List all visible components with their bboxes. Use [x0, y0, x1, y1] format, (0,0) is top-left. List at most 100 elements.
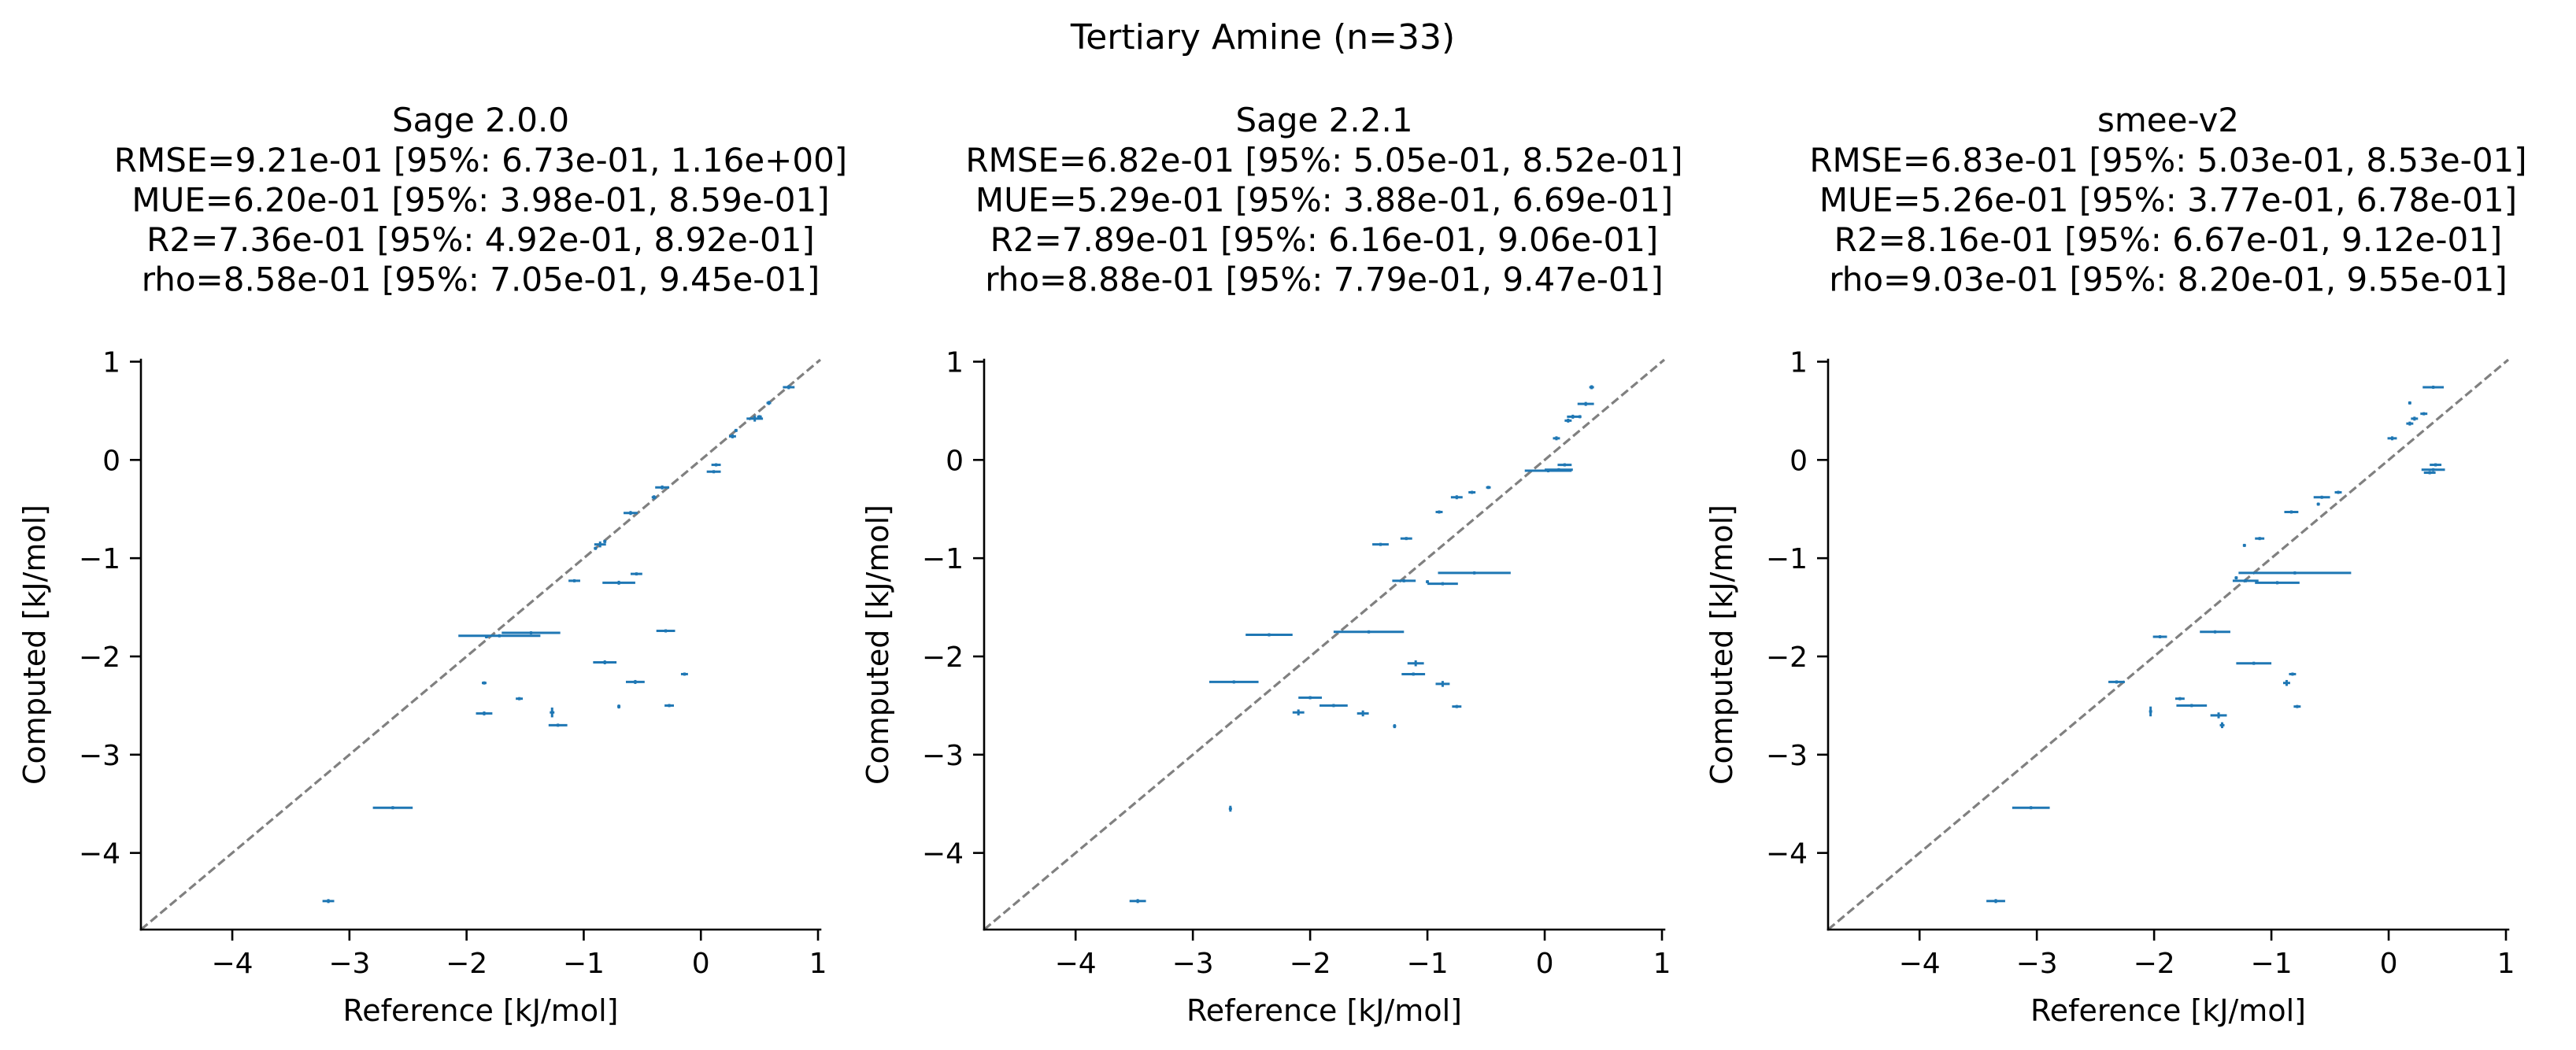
data-point — [711, 463, 721, 467]
x-axis-label: Reference [kJ/mol] — [1186, 993, 1462, 1028]
data-point — [568, 579, 580, 582]
panel-stat-line: RMSE=6.83e-01 [95%: 5.03e-01, 8.53e-01] — [1809, 141, 2526, 179]
x-tick-label: −4 — [1055, 948, 1097, 980]
data-point — [2411, 416, 2419, 421]
data-point — [476, 711, 493, 715]
data-point — [1393, 724, 1397, 729]
data-point — [2012, 806, 2050, 810]
y-tick-label: −4 — [922, 838, 964, 871]
data-point — [1356, 710, 1369, 717]
x-tick-label: 1 — [809, 948, 827, 980]
data-point — [1209, 680, 1259, 684]
data-point — [2234, 576, 2238, 580]
data-point — [1486, 486, 1491, 490]
x-tick-label: 0 — [2380, 948, 2398, 980]
data-point — [1228, 805, 1232, 812]
x-tick-label: −1 — [1407, 948, 1449, 980]
data-point — [1452, 704, 1462, 708]
data-point — [1435, 510, 1443, 514]
data-point — [630, 572, 642, 576]
data-point — [1564, 418, 1572, 423]
data-point — [757, 415, 762, 419]
data-point — [2313, 495, 2330, 499]
data-point — [626, 679, 645, 684]
panel-stat-line: rho=9.03e-01 [95%: 8.20e-01, 9.55e-01] — [1829, 261, 2508, 299]
x-tick-label: −3 — [328, 948, 370, 980]
data-point — [2255, 537, 2265, 541]
y-tick-label: 1 — [102, 346, 120, 379]
data-point — [734, 428, 738, 432]
data-point — [1392, 579, 1416, 582]
panel-title: Sage 2.0.0 — [392, 101, 569, 139]
y-tick-label: −4 — [79, 838, 120, 871]
data-point — [2232, 579, 2259, 582]
x-tick-label: −2 — [446, 948, 487, 980]
data-point — [516, 697, 524, 701]
y-tick-label: −3 — [79, 740, 120, 772]
y-tick-label: −1 — [922, 543, 964, 575]
data-point — [1333, 630, 1405, 634]
data-point — [1578, 415, 1582, 419]
data-point — [680, 672, 688, 676]
y-tick-label: 1 — [946, 346, 964, 379]
data-point — [322, 899, 335, 904]
data-point — [603, 539, 607, 543]
data-point — [2238, 571, 2352, 575]
data-point — [481, 681, 487, 685]
data-point — [617, 704, 621, 709]
x-axis-label: Reference [kJ/mol] — [2030, 993, 2306, 1028]
data-point — [2255, 581, 2300, 585]
data-point — [548, 723, 568, 727]
y-axis-label: Computed [kJ/mol] — [1704, 505, 1739, 785]
data-point — [2420, 412, 2428, 416]
y-tick-label: −4 — [1766, 838, 1808, 871]
data-point — [1577, 401, 1594, 406]
data-point — [2282, 679, 2290, 686]
x-tick-label: 0 — [692, 948, 710, 980]
data-point — [1245, 633, 1293, 637]
y-tick-label: 0 — [946, 445, 964, 477]
data-point — [2108, 680, 2125, 684]
data-point — [1567, 414, 1579, 419]
data-point — [593, 660, 617, 664]
data-point — [656, 629, 675, 633]
panel-stat-line: rho=8.58e-01 [95%: 7.05e-01, 9.45e-01] — [142, 261, 820, 299]
data-point — [2219, 722, 2225, 729]
y-tick-label: −2 — [79, 641, 120, 674]
data-point — [458, 634, 541, 638]
data-point — [2316, 502, 2320, 506]
data-point — [502, 631, 561, 635]
data-point — [2242, 543, 2246, 547]
data-point — [766, 401, 772, 405]
panel-stat-line: MUE=6.20e-01 [95%: 3.98e-01, 8.59e-01] — [131, 181, 829, 220]
panel-stat-line: MUE=5.26e-01 [95%: 3.77e-01, 6.78e-01] — [1819, 181, 2517, 220]
data-point — [2289, 672, 2297, 676]
x-tick-label: 0 — [1536, 948, 1554, 980]
data-point — [1401, 672, 1426, 676]
data-point — [2422, 385, 2445, 389]
data-point — [624, 511, 638, 516]
panel-stat-line: MUE=5.29e-01 [95%: 3.88e-01, 6.69e-01] — [975, 181, 1673, 220]
x-tick-label: −4 — [1899, 948, 1941, 980]
x-tick-label: 1 — [2497, 948, 2515, 980]
x-tick-label: −2 — [1290, 948, 1331, 980]
data-point — [1435, 681, 1450, 687]
data-point — [728, 434, 736, 438]
data-point — [594, 546, 598, 550]
data-point — [2406, 421, 2414, 426]
data-point — [2423, 471, 2436, 475]
data-point — [1407, 660, 1424, 667]
data-point — [1553, 436, 1560, 441]
y-tick-label: −1 — [79, 543, 120, 575]
y-tick-label: 0 — [102, 445, 120, 477]
y-tick-label: −3 — [922, 740, 964, 772]
data-point — [2421, 468, 2445, 471]
x-tick-label: 1 — [1653, 948, 1671, 980]
data-point — [2174, 697, 2185, 701]
data-point — [651, 495, 657, 500]
identity-line — [983, 358, 1666, 931]
data-point — [2430, 463, 2442, 467]
data-point — [1545, 468, 1573, 471]
